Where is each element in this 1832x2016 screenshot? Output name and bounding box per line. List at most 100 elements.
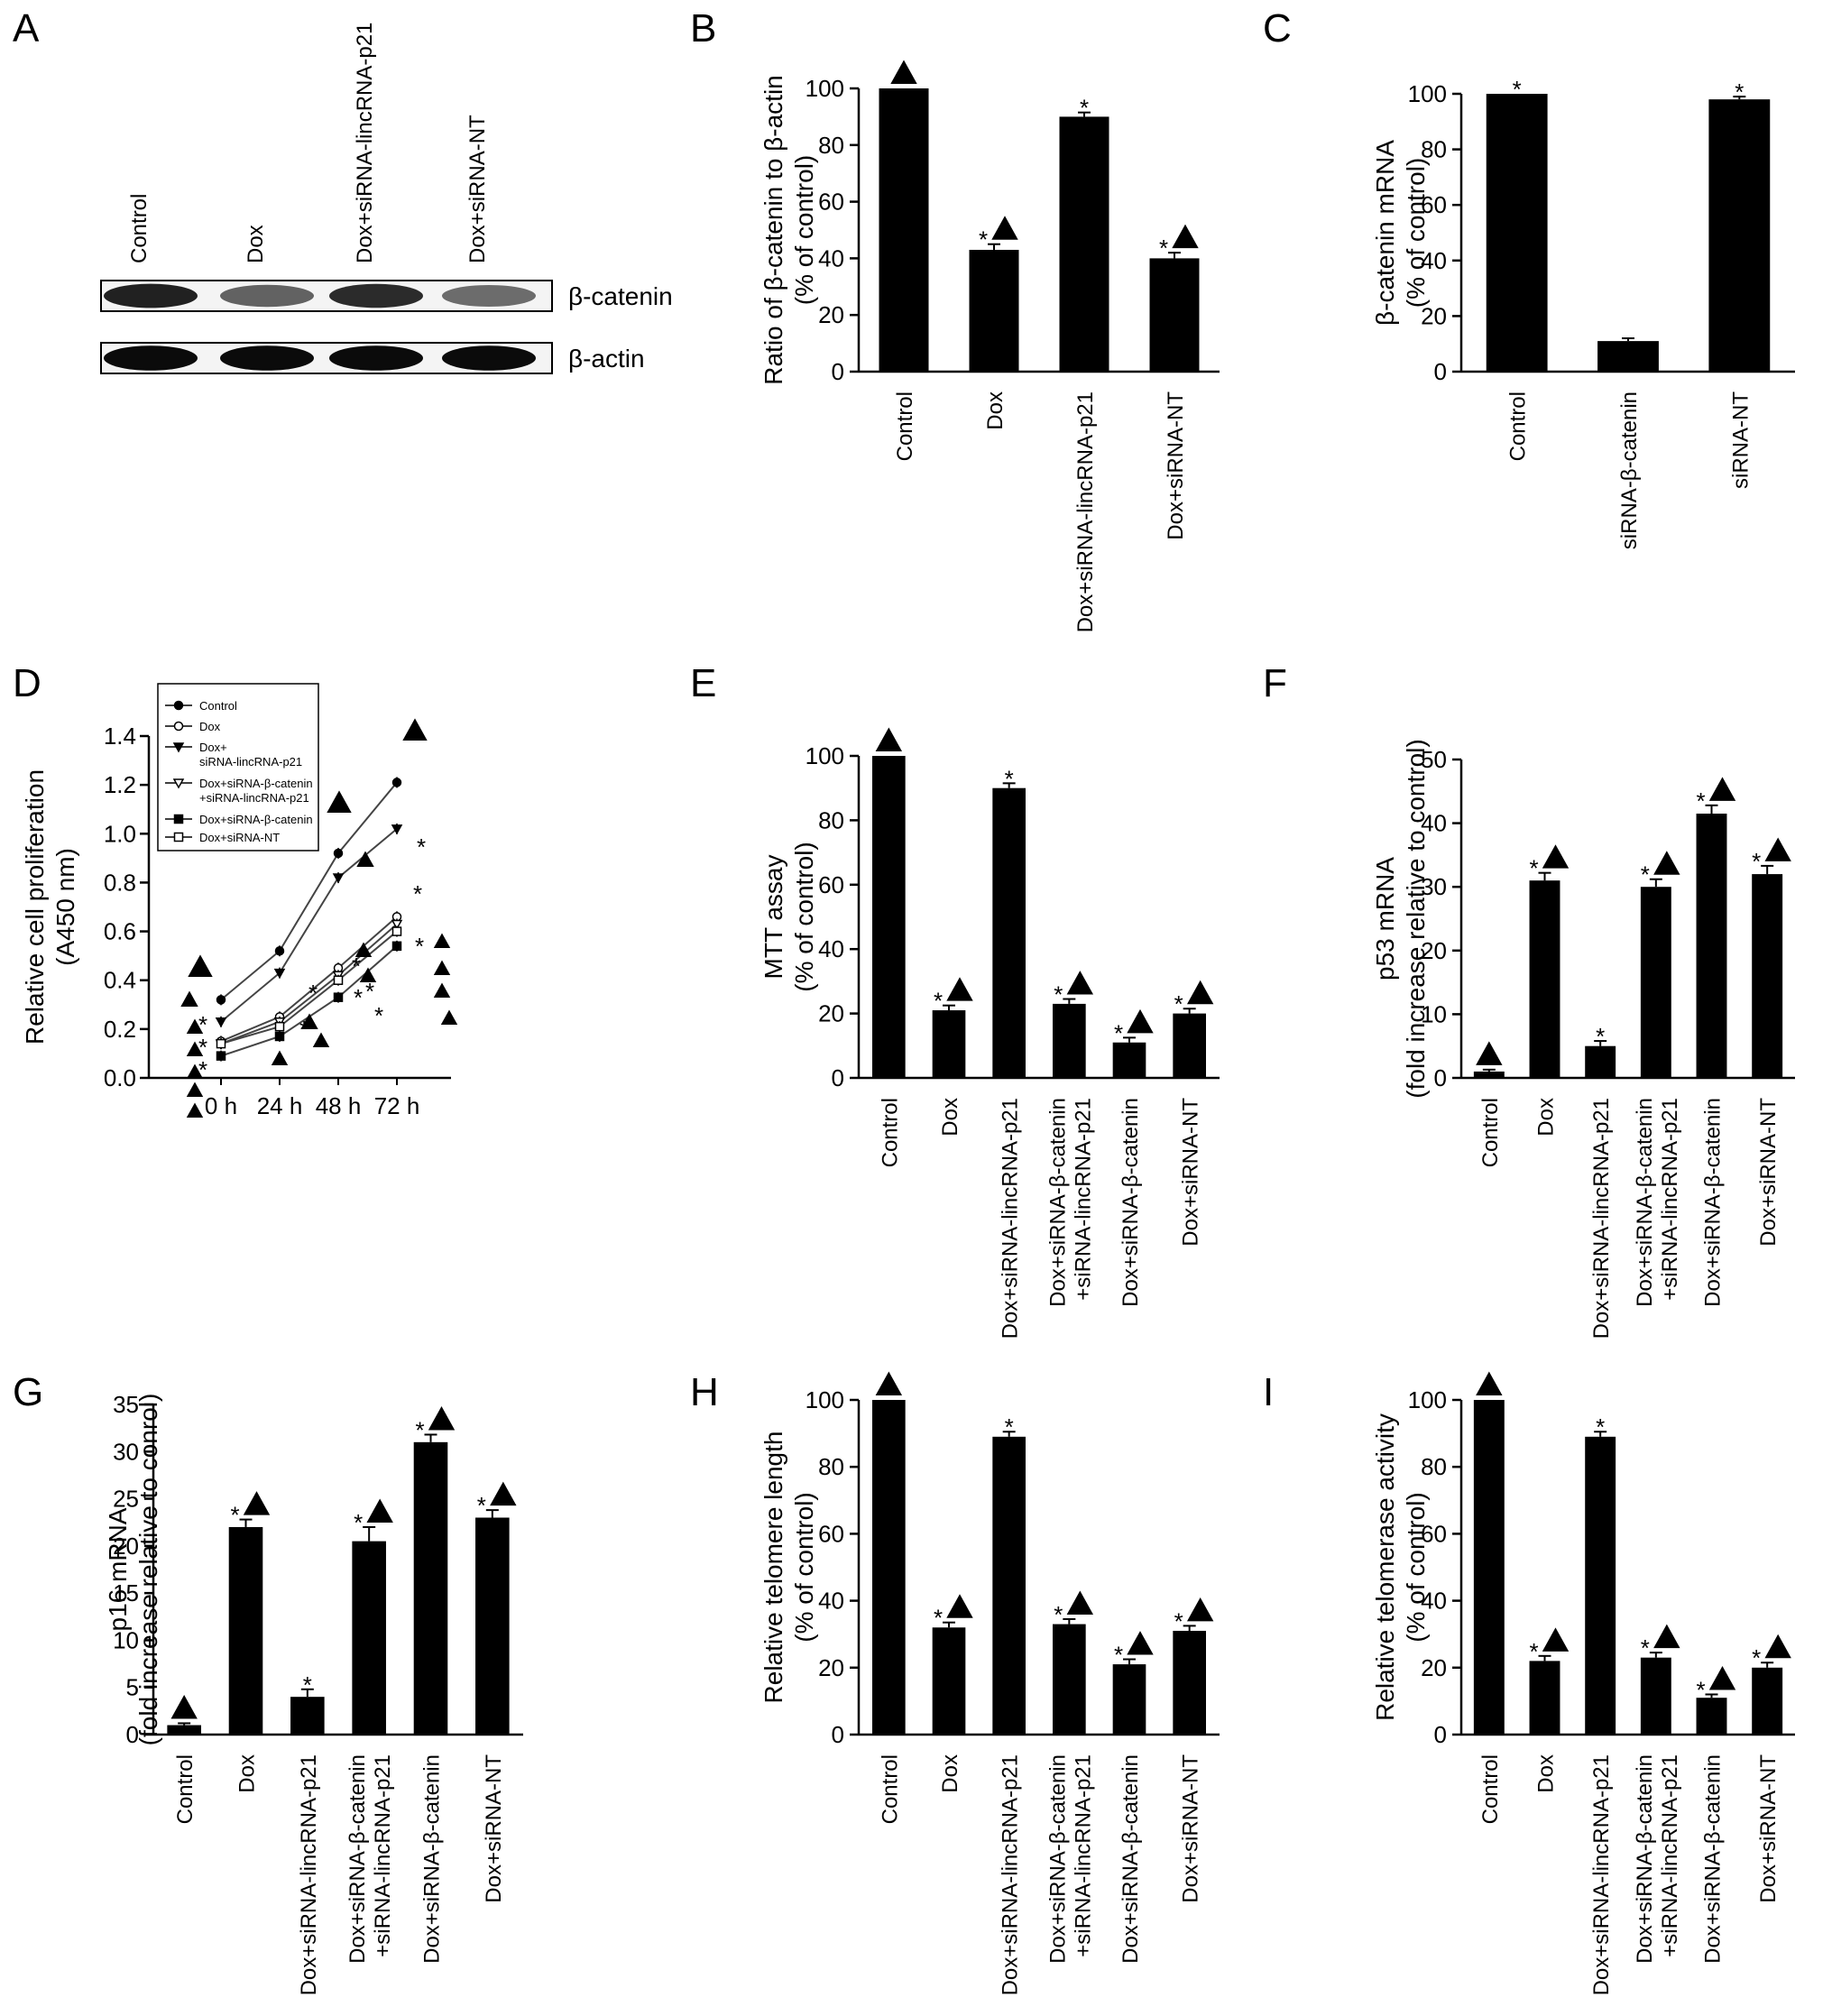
y-axis-title-line: p53 mRNA	[1371, 857, 1399, 980]
significance-star: *	[374, 1002, 383, 1029]
y-axis-title-line: Ratio of β-catenin to β-actin	[759, 75, 787, 384]
bar-e-1	[932, 1010, 966, 1078]
significance-mark-triangle	[1172, 224, 1199, 249]
bar-e-0	[872, 756, 906, 1078]
y-axis-title: Relative telomerase activity (% of contro…	[1371, 1413, 1430, 1721]
bar-b-0	[879, 88, 929, 372]
category-label: Dox	[1534, 1098, 1559, 1137]
panel-letter: D	[13, 661, 41, 705]
significance-mark-star: *	[1005, 1413, 1014, 1441]
significance-mark-triangle	[428, 1406, 456, 1431]
y-tick-label: 0.0	[104, 1064, 136, 1091]
data-point	[391, 919, 403, 930]
category-label-line: Dox+siRNA-lincRNA-p21	[1589, 1754, 1614, 1995]
category-label-line: Dox+siRNA-NT	[1179, 1754, 1203, 1903]
significance-triangle	[300, 1013, 318, 1029]
bar-c-0	[1486, 94, 1548, 372]
data-point	[391, 824, 403, 835]
y-axis-title-line: (fold increase relative to conrol)	[134, 1394, 162, 1746]
y-tick-label: 40	[818, 244, 844, 272]
significance-mark-star: *	[1174, 990, 1183, 1017]
significance-mark-star: *	[1005, 765, 1014, 792]
y-axis-title-line: β-catenin mRNA	[1371, 140, 1399, 326]
significance-mark-star: *	[1696, 1676, 1705, 1703]
category-label: Dox+siRNA-β-catenin	[1119, 1098, 1143, 1307]
panel-letter: A	[13, 6, 40, 51]
bar-c-2	[1708, 99, 1771, 372]
category-label: Dox+siRNA-β-catenin+siRNA-lincRNA-p21	[1633, 1098, 1682, 1307]
category-label-line: +siRNA-lincRNA-p21	[371, 1754, 395, 1957]
data-point	[173, 721, 184, 732]
category-label-line: Dox	[1534, 1754, 1559, 1793]
bar-g-0	[167, 1725, 201, 1735]
category-label: Dox+siRNA-NT	[1164, 391, 1188, 540]
y-axis-title: MTT assay (% of control)	[759, 842, 818, 992]
category-label-line: siRNA-β-catenin	[1617, 391, 1642, 549]
y-axis-title: Ratio of β-catenin to β-actin (% of contr…	[759, 75, 818, 384]
y-tick-label: 20	[1421, 937, 1447, 964]
panel-letter: B	[690, 6, 716, 51]
y-axis-title-line: (% of control)	[790, 842, 818, 992]
y-tick-label: 40	[1421, 1588, 1447, 1615]
category-label-line: Dox+siRNA-β-catenin	[1701, 1754, 1726, 1964]
category-label: Dox+siRNA-lincRNA-p21	[999, 1098, 1023, 1339]
category-label-line: Control	[893, 391, 917, 461]
category-label-line: Dox+siRNA-NT	[1179, 1098, 1203, 1247]
data-point	[215, 1017, 227, 1028]
legend-label-line: siRNA-lincRNA-p21	[199, 755, 302, 769]
significance-mark-triangle	[1186, 980, 1214, 1005]
category-label-line: Control	[1478, 1098, 1503, 1167]
bar-g-3	[352, 1541, 386, 1735]
bar-f-5	[1752, 874, 1783, 1078]
y-tick-label: 20	[113, 1533, 139, 1560]
significance-triangle-small	[271, 1050, 289, 1065]
bar-e-3	[1053, 1003, 1086, 1078]
significance-mark-triangle	[1127, 1008, 1154, 1034]
significance-mark-triangle	[1066, 1590, 1094, 1616]
significance-star: *	[198, 1011, 207, 1038]
y-tick-label: 100	[1408, 1386, 1447, 1413]
y-axis-title-line: (% of control)	[790, 1492, 818, 1643]
significance-star: *	[352, 953, 361, 980]
y-tick-label: 60	[818, 871, 844, 898]
y-axis-title-line: Relative telomere length	[759, 1431, 787, 1704]
y-tick-label: 25	[113, 1486, 139, 1513]
category-label-line: Dox+siRNA-NT	[1756, 1754, 1781, 1903]
data-point	[274, 945, 285, 956]
bar-h-0	[872, 1400, 906, 1735]
bar-i-0	[1473, 1400, 1505, 1735]
category-label-line: Dox+siRNA-β-catenin	[1633, 1754, 1657, 1964]
y-tick-label: 0	[832, 1721, 844, 1748]
category-label-line: +siRNA-lincRNA-p21	[1658, 1098, 1682, 1301]
y-tick-label: 30	[1421, 873, 1447, 900]
category-label: Dox	[235, 1754, 260, 1793]
category-label: siRNA-β-catenin	[1617, 391, 1642, 549]
category-label: Dox+siRNA-β-catenin+siRNA-lincRNA-p21	[1633, 1754, 1682, 1964]
category-label-line: Dox+siRNA-β-catenin	[1633, 1098, 1657, 1307]
bar-b-1	[969, 249, 1019, 372]
x-tick-label: 48 h	[316, 1092, 362, 1119]
category-label: Dox+siRNA-β-catenin+siRNA-lincRNA-p21	[1045, 1754, 1095, 1964]
significance-mark-triangle	[1476, 1371, 1503, 1395]
significance-star: *	[417, 833, 426, 861]
y-tick-label: 0	[1434, 1064, 1447, 1091]
significance-mark-star: *	[230, 1502, 239, 1529]
bar-h-1	[932, 1627, 966, 1735]
significance-mark-triangle	[366, 1498, 393, 1523]
bar-h-5	[1173, 1630, 1206, 1735]
bar-b-3	[1149, 258, 1200, 372]
panel-E: 0 20 40 60 80 100 MTT assay (% of control) Contr…	[759, 727, 1220, 1339]
significance-triangle-small	[433, 982, 451, 998]
significance-mark-star: *	[1513, 76, 1522, 103]
significance-mark-triangle	[1542, 844, 1570, 869]
category-label: Dox+siRNA-β-catenin	[420, 1754, 445, 1964]
category-label-line: siRNA-NT	[1728, 391, 1753, 489]
bar-e-2	[992, 787, 1026, 1078]
category-label: Dox+siRNA-β-catenin	[1701, 1098, 1726, 1307]
bar-h-4	[1112, 1664, 1146, 1735]
y-tick-label: 20	[818, 301, 844, 328]
category-label-line: Dox	[1534, 1098, 1559, 1137]
significance-mark-triangle	[1476, 1041, 1503, 1065]
category-label-line: Dox+siRNA-β-catenin	[345, 1754, 370, 1964]
